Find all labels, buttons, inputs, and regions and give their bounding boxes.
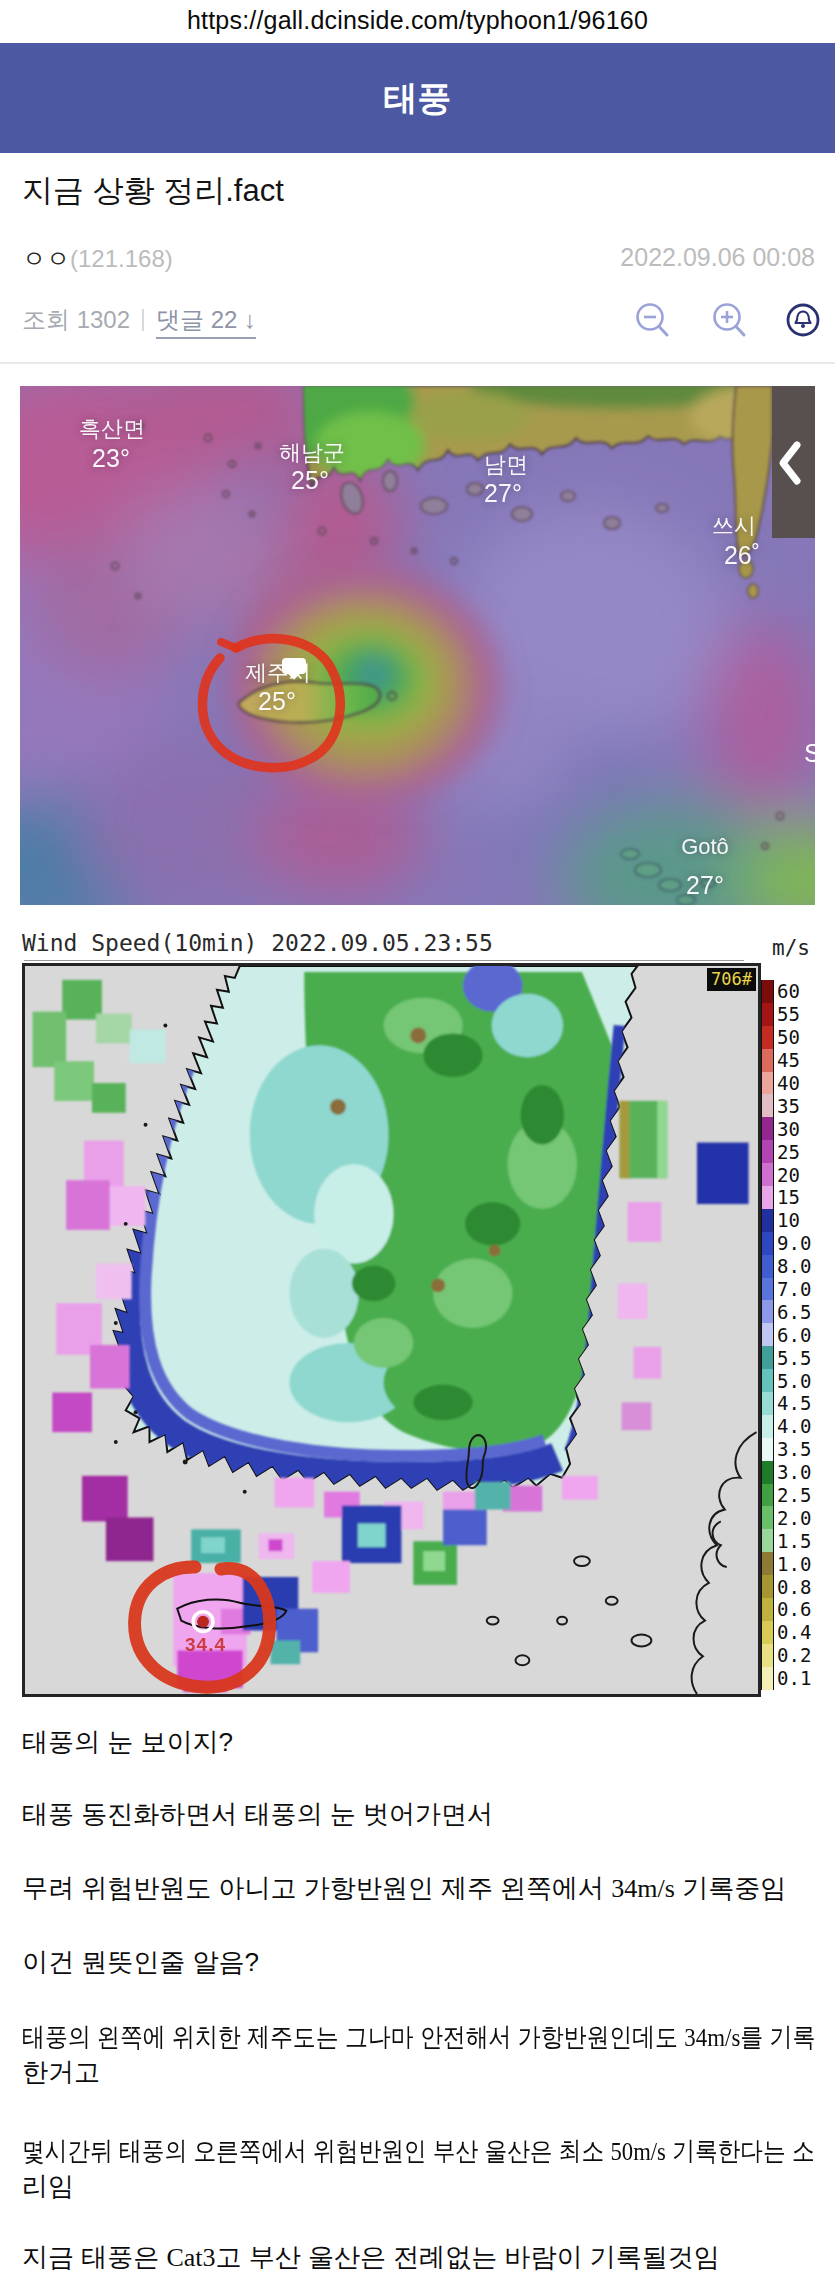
- map-temp-haenam: 25°: [291, 466, 329, 495]
- body-paragraph: 무려 위험반원도 아니고 가항반원인 제주 왼쪽에서 34m/s 기록중임: [22, 1871, 815, 1906]
- gallery-title: 태풍: [0, 43, 835, 153]
- post-title: 지금 상황 정리.fact: [22, 170, 284, 212]
- map-temp-jeju: 25°: [258, 687, 296, 716]
- map-temp-heuksan: 23°: [92, 444, 130, 473]
- station-wind-value: 34.4: [185, 1634, 226, 1656]
- notification-button[interactable]: [780, 298, 826, 350]
- view-count: 조회 1302: [22, 306, 130, 333]
- body-paragraph: 태풍의 왼쪽에 위치한 제주도는 그나마 안전해서 가항반원인데도 34m/s를…: [22, 2020, 815, 2090]
- zoom-out-icon: [630, 298, 676, 344]
- map-temp-nammyeon: 27°: [484, 479, 522, 508]
- stats-row: 조회 1302 댓글 22 ↓: [22, 304, 815, 344]
- body-paragraph: 지금 태풍은 Cat3고 부산 울산은 전례없는 바람이 기록될것임: [22, 2240, 815, 2275]
- map-label-haenam: 해남군: [279, 438, 345, 468]
- weather-map-image[interactable]: 흑산면 23° 해남군 25° 남면 27° 쓰시 26˚ 제주시 25° Go…: [20, 386, 815, 905]
- author-name[interactable]: ㅇㅇ: [22, 245, 70, 272]
- browser-url[interactable]: https://gall.dcinside.com/typhoon1/96160: [0, 0, 835, 43]
- station-count-badge: 706#: [707, 968, 756, 991]
- zoom-out-button[interactable]: [630, 298, 676, 350]
- map-edge-letter: S: [804, 738, 815, 769]
- comments-link[interactable]: 댓글 22 ↓: [156, 306, 256, 339]
- wind-speed-map-image[interactable]: 706# 34.4: [22, 963, 761, 1697]
- wind-speed-contour-map: [25, 966, 758, 1694]
- map-temp-tsushima: 26˚: [724, 541, 760, 570]
- body-paragraph: 태풍 동진화하면서 태풍의 눈 벗어가면서: [22, 1797, 815, 1832]
- underline: [24, 960, 744, 961]
- map-label-heuksan: 흑산면: [79, 414, 145, 444]
- body-paragraph: 이건 뭔뜻인줄 알음?: [22, 1945, 815, 1980]
- map-label-tsushima: 쓰시: [712, 511, 756, 541]
- map-marker-icon: [282, 658, 306, 674]
- temperature-heatmap: [20, 386, 815, 905]
- post-date: 2022.09.06 00:08: [620, 243, 815, 272]
- separator: [142, 309, 144, 331]
- map-side-panel: [772, 386, 815, 538]
- author-ip: (121.168): [70, 245, 173, 272]
- map-label-goto: Gotô: [681, 834, 729, 860]
- gallery-header: 태풍: [0, 43, 835, 153]
- zoom-in-button[interactable]: [707, 298, 753, 350]
- body-paragraph: 태풍의 눈 보이지?: [22, 1725, 815, 1760]
- bell-icon: [780, 298, 826, 344]
- wind-speed-color-scale: 60555045403530252015109.08.07.06.56.05.5…: [761, 980, 835, 1690]
- map-label-nammyeon: 남면: [484, 450, 528, 480]
- map-temp-goto: 27°: [686, 871, 724, 900]
- body-paragraph: 몇시간뒤 태풍의 오른쪽에서 위험반원인 부산 울산은 최소 50m/s 기록한…: [22, 2134, 815, 2204]
- wind-unit-label: m/s: [772, 936, 810, 960]
- zoom-in-icon: [707, 298, 753, 344]
- divider: [0, 362, 835, 364]
- author-row: ㅇㅇ(121.168) 2022.09.06 00:08: [22, 243, 815, 273]
